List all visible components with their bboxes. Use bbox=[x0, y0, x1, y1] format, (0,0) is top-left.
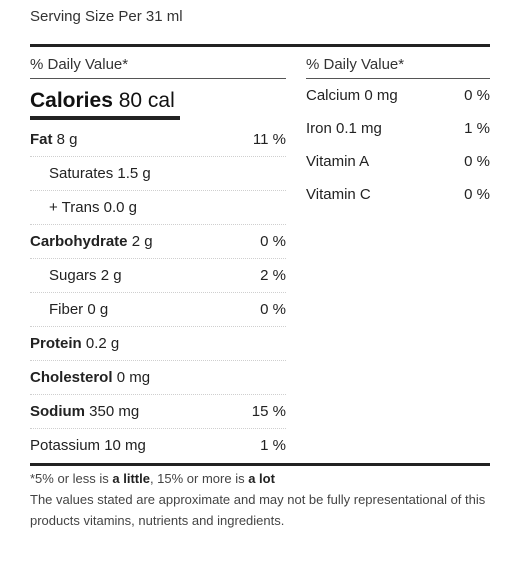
nutrient-label: + Trans bbox=[49, 199, 100, 216]
nutrient-label: Fat bbox=[30, 131, 53, 148]
nutrient-amount: 0.2 g bbox=[85, 335, 120, 352]
mineral-percent: 0 % bbox=[464, 87, 490, 104]
nutrient-label: Sodium bbox=[30, 403, 85, 420]
nutrient-label: Carbohydrate bbox=[30, 233, 128, 250]
nutrient-row-sodium: Sodium 350 mg 15 % bbox=[30, 395, 286, 429]
nutrient-label: Cholesterol bbox=[30, 369, 113, 386]
nutrient-row-potassium: Potassium 10 mg 1 % bbox=[30, 429, 286, 462]
nutrient-percent: 0 % bbox=[260, 233, 286, 250]
calories-underline bbox=[30, 116, 180, 120]
mineral-label: Vitamin A bbox=[306, 153, 370, 170]
nutrient-amount: 10 mg bbox=[104, 437, 146, 454]
calories-label: Calories bbox=[30, 89, 113, 112]
right-column: % Daily Value* Calcium 0 mg 0 % Iron 0.1… bbox=[306, 52, 490, 211]
mineral-label: Vitamin C bbox=[306, 186, 371, 203]
nutrient-amount: 0 g bbox=[87, 301, 109, 318]
daily-value-header-right: % Daily Value* bbox=[306, 52, 490, 79]
nutrient-row-cholesterol: Cholesterol 0 mg bbox=[30, 361, 286, 395]
footnote-little: a little bbox=[112, 471, 150, 486]
nutrient-label: Sugars bbox=[49, 267, 97, 284]
nutrient-amount: 1.5 g bbox=[117, 165, 151, 182]
nutrient-label: Protein bbox=[30, 335, 82, 352]
bottom-divider bbox=[30, 463, 490, 466]
mineral-amount: 0 mg bbox=[364, 87, 398, 104]
mineral-percent: 1 % bbox=[464, 120, 490, 137]
mineral-percent: 0 % bbox=[464, 186, 490, 203]
top-divider bbox=[30, 44, 490, 47]
nutrient-percent: 2 % bbox=[260, 267, 286, 284]
nutrient-row-protein: Protein 0.2 g bbox=[30, 327, 286, 361]
footnote-legend: *5% or less is a little, 15% or more is … bbox=[30, 468, 500, 489]
nutrient-label: Fiber bbox=[49, 301, 84, 318]
calories-row: Calories 80 cal bbox=[30, 79, 286, 123]
nutrient-percent: 15 % bbox=[251, 403, 286, 420]
daily-value-header-left: % Daily Value* bbox=[30, 52, 286, 79]
nutrient-amount: 2 g bbox=[131, 233, 153, 250]
nutrient-row-sugars: Sugars 2 g 2 % bbox=[30, 259, 286, 293]
serving-size: Serving Size Per 31 ml bbox=[30, 8, 183, 25]
nutrient-row-carbohydrate: Carbohydrate 2 g 0 % bbox=[30, 225, 286, 259]
nutrient-row-trans: + Trans 0.0 g bbox=[30, 191, 286, 225]
footnote-text-1: *5% or less is bbox=[30, 471, 113, 486]
mineral-label: Calcium bbox=[306, 87, 361, 104]
nutrient-amount: 0.0 g bbox=[103, 199, 137, 216]
nutrient-row-fiber: Fiber 0 g 0 % bbox=[30, 293, 286, 327]
left-column: % Daily Value* Calories 80 cal Fat 8 g 1… bbox=[30, 52, 286, 462]
nutrient-percent: 1 % bbox=[260, 437, 286, 454]
footnote-text-2: , 15% or more is bbox=[149, 471, 249, 486]
nutrient-label: Saturates bbox=[49, 165, 114, 182]
mineral-percent: 0 % bbox=[464, 153, 490, 170]
mineral-amount: 0.1 mg bbox=[336, 120, 382, 137]
calories-value: 80 cal bbox=[118, 89, 175, 112]
mineral-row-calcium: Calcium 0 mg 0 % bbox=[306, 79, 490, 112]
nutrient-percent: 0 % bbox=[260, 301, 286, 318]
nutrient-row-fat: Fat 8 g 11 % bbox=[30, 123, 286, 157]
nutrient-amount: 8 g bbox=[56, 131, 78, 148]
nutrient-amount: 2 g bbox=[100, 267, 122, 284]
mineral-row-vitamin-c: Vitamin C 0 % bbox=[306, 178, 490, 211]
footnote-disclaimer: The values stated are approximate and ma… bbox=[30, 492, 486, 528]
calories-text: Calories 80 cal bbox=[30, 89, 175, 113]
nutrient-row-saturates: Saturates 1.5 g bbox=[30, 157, 286, 191]
mineral-row-vitamin-a: Vitamin A 0 % bbox=[306, 145, 490, 178]
nutrient-percent: 11 % bbox=[252, 131, 286, 148]
footnote-lot: a lot bbox=[248, 471, 275, 486]
footnote: *5% or less is a little, 15% or more is … bbox=[30, 468, 500, 531]
mineral-label: Iron bbox=[306, 120, 332, 137]
nutrient-label: Potassium bbox=[30, 437, 101, 454]
nutrient-amount: 0 mg bbox=[116, 369, 151, 386]
nutrient-amount: 350 mg bbox=[89, 403, 140, 420]
mineral-row-iron: Iron 0.1 mg 1 % bbox=[306, 112, 490, 145]
